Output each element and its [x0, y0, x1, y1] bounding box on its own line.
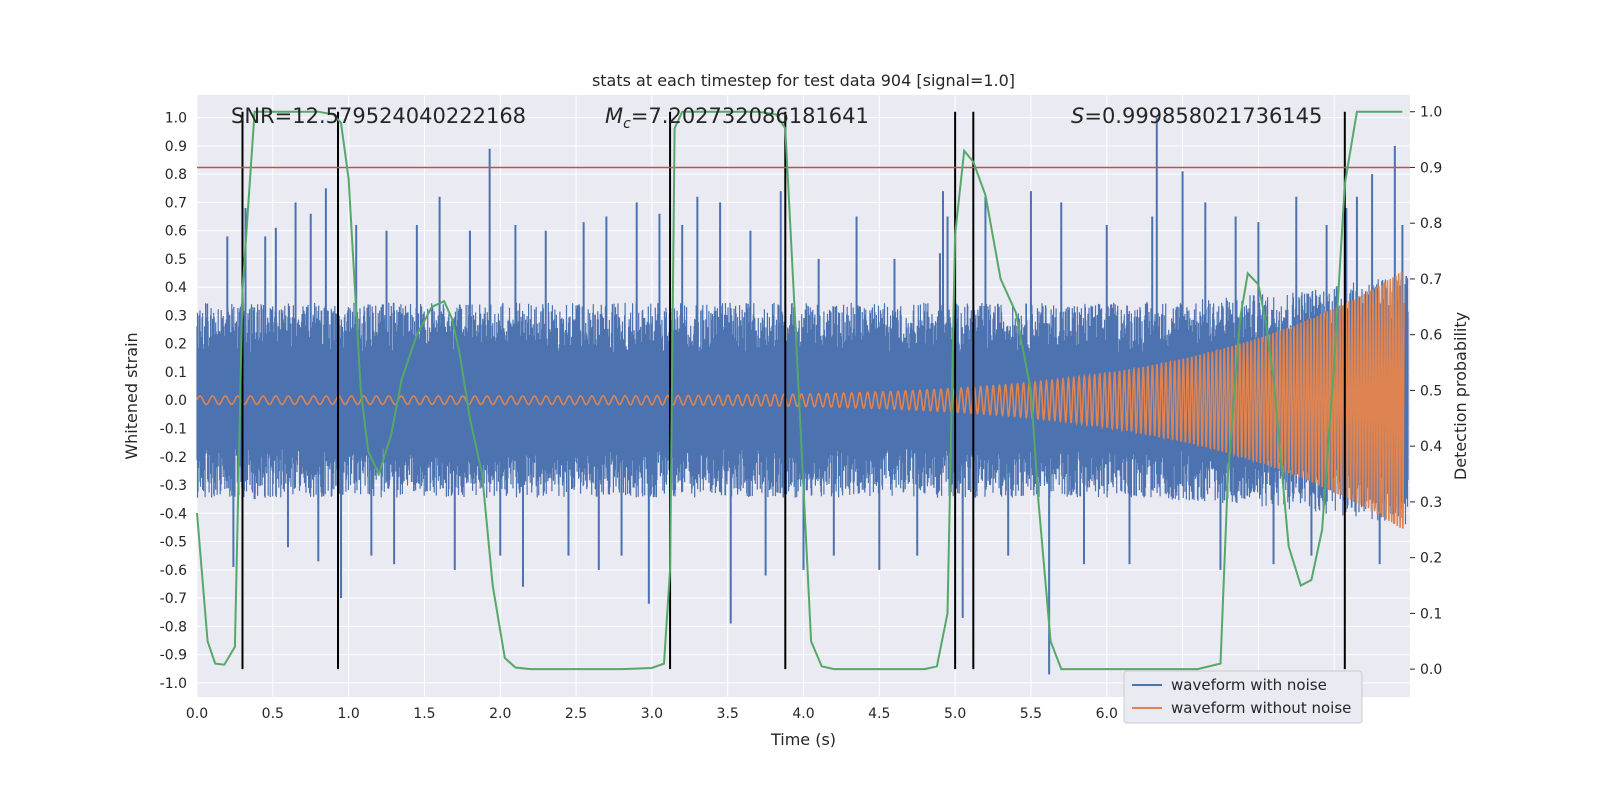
s-value: =0.999858021736145 [1084, 104, 1322, 128]
s-symbol: S [1071, 104, 1084, 128]
x-tick-label: 6.0 [1096, 706, 1118, 722]
y-tick-label: -0.9 [160, 648, 187, 664]
y-right-tick-label: 0.0 [1420, 662, 1442, 678]
y-tick-label: -0.2 [160, 450, 187, 466]
y-tick-label: -0.1 [160, 422, 187, 438]
x-tick-label: 0.0 [186, 706, 208, 722]
y-tick-label: -0.7 [160, 591, 187, 607]
significance-annotation: S=0.999858021736145 [1071, 104, 1322, 128]
y-right-tick-label: 0.7 [1420, 272, 1442, 288]
vertical-marker-lines [241, 111, 1346, 670]
x-tick-label: 3.5 [717, 706, 739, 722]
y-right-tick-label: 0.4 [1420, 439, 1442, 455]
snr-annotation: SNR=12.579524040222168 [231, 104, 526, 128]
y-tick-label: 0.7 [165, 195, 187, 211]
y-tick-label: 0.5 [165, 252, 187, 268]
x-tick-label: 2.0 [489, 706, 511, 722]
mc-value: =7.202732086181641 [631, 104, 869, 128]
x-tick-label: 5.0 [944, 706, 966, 722]
y-right-tick-label: 0.6 [1420, 328, 1442, 344]
y-tick-label: -0.4 [160, 506, 187, 522]
y-tick-label: -0.5 [160, 535, 187, 551]
chart-title: stats at each timestep for test data 904… [592, 71, 1015, 90]
x-tick-label: 5.5 [1020, 706, 1042, 722]
axis-ticks: 0.00.51.01.52.02.53.03.54.04.55.05.56.06… [160, 105, 1443, 722]
legend-label: waveform without noise [1171, 699, 1351, 717]
detection-probability-series [196, 110, 1403, 671]
y-right-tick-label: 1.0 [1420, 105, 1442, 121]
y-right-tick-label: 0.2 [1420, 551, 1442, 567]
y-tick-label: 0.2 [165, 337, 187, 353]
x-axis-label: Time (s) [770, 730, 836, 749]
y-tick-label: -1.0 [160, 676, 187, 692]
y-right-tick-label: 0.3 [1420, 495, 1442, 511]
x-tick-label: 1.5 [413, 706, 435, 722]
y-tick-label: 0.0 [165, 393, 187, 409]
y-tick-label: 0.9 [165, 139, 187, 155]
y-right-tick-label: 0.9 [1420, 160, 1442, 176]
y-tick-label: 0.6 [165, 224, 187, 240]
mc-symbol: M [605, 104, 623, 128]
y-tick-label: 0.1 [165, 365, 187, 381]
x-tick-label: 3.0 [641, 706, 663, 722]
x-tick-label: 2.5 [565, 706, 587, 722]
y-tick-label: -0.8 [160, 619, 187, 635]
y-tick-label: 1.0 [165, 111, 187, 127]
y-tick-label: -0.3 [160, 478, 187, 494]
mc-subscript: c [623, 116, 631, 132]
y-right-tick-label: 0.5 [1420, 383, 1442, 399]
probability-line [196, 110, 1403, 671]
x-tick-label: 0.5 [262, 706, 284, 722]
x-tick-label: 4.5 [868, 706, 890, 722]
chirp-mass-annotation: Mc=7.202732086181641 [605, 104, 869, 132]
x-tick-label: 4.0 [792, 706, 814, 722]
y-tick-label: 0.8 [165, 167, 187, 183]
y-tick-label: 0.3 [165, 308, 187, 324]
y-right-tick-label: 0.8 [1420, 216, 1442, 232]
legend: waveform with noise waveform without nois… [1123, 670, 1363, 724]
y-axis-label: Whitened strain [122, 332, 141, 459]
y-axis-right-label: Detection probability [1451, 312, 1470, 480]
y-tick-label: -0.6 [160, 563, 187, 579]
y-right-tick-label: 0.1 [1420, 606, 1442, 622]
x-tick-label: 1.0 [337, 706, 359, 722]
legend-label: waveform with noise [1171, 676, 1327, 694]
legend-box [1123, 670, 1363, 724]
y-tick-label: 0.4 [165, 280, 187, 296]
